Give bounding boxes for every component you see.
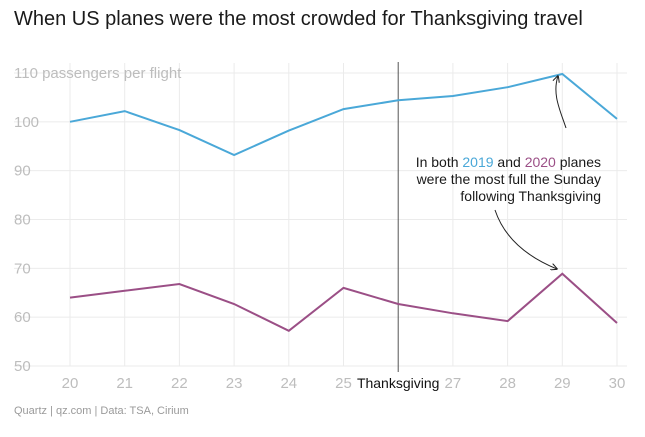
annotation-year-2020: 2020 — [525, 154, 556, 170]
y-tick-label: 90 — [14, 163, 31, 180]
x-tick-label: 25 — [335, 375, 352, 392]
annotation-line-1: In both 2019 and 2020 planes — [416, 154, 601, 170]
x-tick-label: 21 — [116, 375, 133, 392]
x-tick-label: 27 — [445, 375, 462, 392]
x-tick-label: 28 — [499, 375, 516, 392]
y-tick-label: 100 — [14, 114, 39, 131]
annotation-line-2: were the most full the Sunday — [416, 171, 601, 187]
y-tick-label: 70 — [14, 260, 31, 277]
x-tick-label: 30 — [609, 375, 626, 392]
x-tick-label: 29 — [554, 375, 571, 392]
y-tick-label: 110 passengers per flight — [14, 65, 182, 82]
x-tick-label: 20 — [62, 375, 79, 392]
x-tick-label: 22 — [171, 375, 188, 392]
source-note: Quartz | qz.com | Data: TSA, Cirium — [14, 405, 189, 417]
y-tick-label: 60 — [14, 309, 31, 326]
annotation-arrow-2020 — [494, 209, 557, 269]
annotation-line-3: following Thanksgiving — [460, 188, 601, 204]
thanksgiving-label: Thanksgiving — [357, 375, 440, 391]
annotation-arrow-2019 — [556, 76, 567, 129]
y-tick-label: 50 — [14, 358, 31, 375]
x-tick-label: 24 — [280, 375, 297, 392]
annotation-year-2019: 2019 — [462, 154, 493, 170]
series-line-2019 — [69, 72, 618, 157]
x-tick-label: 23 — [226, 375, 243, 392]
y-tick-label: 80 — [14, 212, 31, 229]
chart-title: When US planes were the most crowded for… — [14, 8, 583, 30]
series-line-2020 — [69, 272, 618, 332]
